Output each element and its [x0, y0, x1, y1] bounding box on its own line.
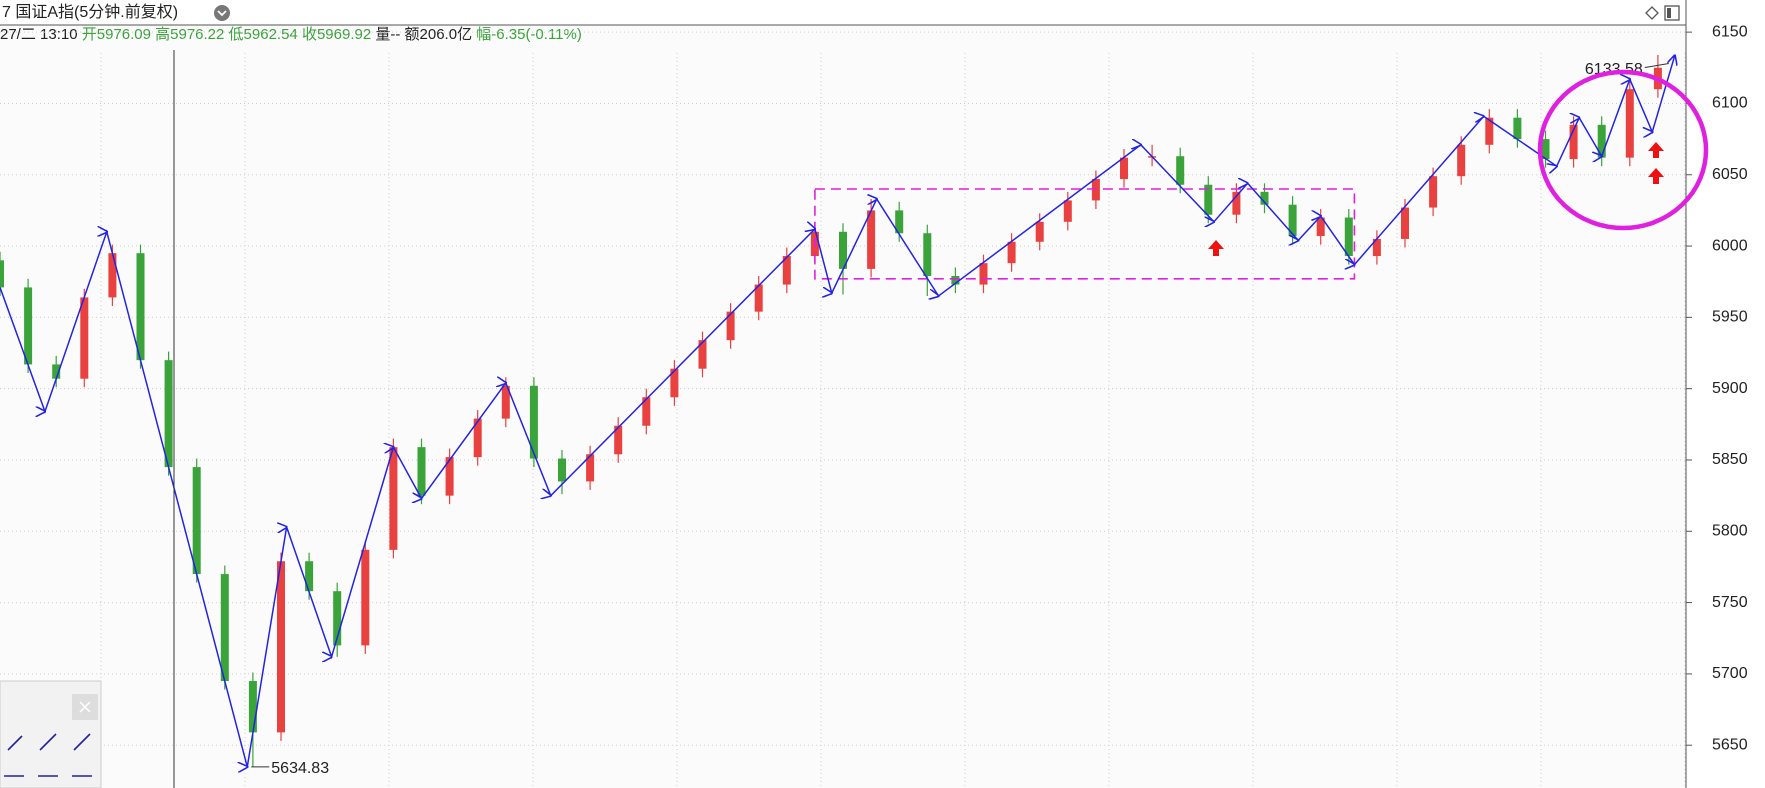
candle-body	[136, 253, 145, 361]
info-amount: 额206.0亿	[405, 26, 473, 43]
panel-icon-fill	[1667, 8, 1671, 18]
candle-body	[361, 549, 370, 646]
candle-body	[1401, 207, 1409, 239]
draw-icon[interactable]	[1645, 6, 1659, 20]
candle-body	[1625, 89, 1634, 158]
tool-close-x	[79, 701, 91, 713]
candle-body	[558, 458, 566, 482]
candle-body	[1035, 221, 1044, 242]
candle-body	[1457, 144, 1466, 177]
y-tick-label: 5850	[1712, 451, 1748, 468]
signal-arrows	[1208, 142, 1664, 256]
candle-body	[220, 574, 229, 682]
y-tick-label: 5750	[1712, 594, 1748, 611]
candle-body	[1429, 176, 1438, 208]
candle-body	[417, 447, 426, 496]
candle-body	[923, 233, 932, 277]
info-close: 收5969.92	[302, 26, 371, 43]
candle-body	[80, 297, 89, 379]
signal-arrow	[1648, 168, 1664, 184]
zigzag-line	[0, 56, 1675, 767]
candle-body	[1513, 117, 1522, 140]
candle-body	[389, 447, 398, 550]
info-high: 高5976.22	[155, 26, 224, 43]
candle-body	[1176, 156, 1185, 185]
y-tick-label: 6000	[1712, 237, 1748, 254]
dropdown-chevron	[217, 10, 227, 17]
panel-icon[interactable]	[1664, 5, 1680, 21]
tool-panel	[0, 680, 102, 788]
y-tick-label: 5700	[1712, 665, 1748, 682]
annotation-leader	[1644, 63, 1669, 69]
candle-body	[1063, 200, 1072, 222]
info-change: 幅-6.35(-0.11%)	[476, 26, 582, 43]
candle-body	[1007, 241, 1016, 264]
y-tick-label: 5900	[1712, 380, 1748, 397]
candle-body	[1120, 157, 1128, 180]
candle-body	[1344, 217, 1353, 257]
highlight-circle	[1537, 69, 1709, 231]
y-tick-label: 5800	[1712, 523, 1748, 540]
tool-icons[interactable]	[4, 733, 92, 777]
signal-arrow	[1648, 142, 1664, 158]
candle-body	[24, 287, 33, 365]
candle-body	[277, 561, 285, 733]
info-line: 27/二 13:10 开5976.09 高5976.22 低5962.54 收5…	[0, 26, 582, 43]
y-tick-label: 5950	[1712, 309, 1748, 326]
candle-body	[108, 253, 117, 298]
candle-body	[0, 260, 4, 288]
y-tick-label: 5650	[1712, 736, 1748, 753]
info-volume: 量--	[375, 26, 400, 43]
info-time: 27/二 13:10	[0, 26, 78, 43]
y-tick-label: 6150	[1712, 23, 1748, 40]
candle-body	[192, 467, 201, 575]
candle-body	[867, 210, 876, 269]
chart-title: 7 国证A指(5分钟.前复权)	[2, 3, 178, 21]
annotation: 5634.83	[271, 760, 329, 777]
signal-arrow	[1208, 240, 1224, 256]
dropdown-icon[interactable]	[214, 5, 230, 21]
candle-body	[979, 263, 988, 285]
candle-body	[305, 561, 314, 592]
info-open: 开5976.09	[82, 26, 151, 43]
y-tick-label: 6050	[1712, 166, 1748, 183]
y-tick-label: 6100	[1712, 95, 1748, 112]
candle-body	[164, 360, 173, 468]
info-low: 低5962.54	[229, 26, 298, 43]
candle-body	[248, 681, 257, 733]
